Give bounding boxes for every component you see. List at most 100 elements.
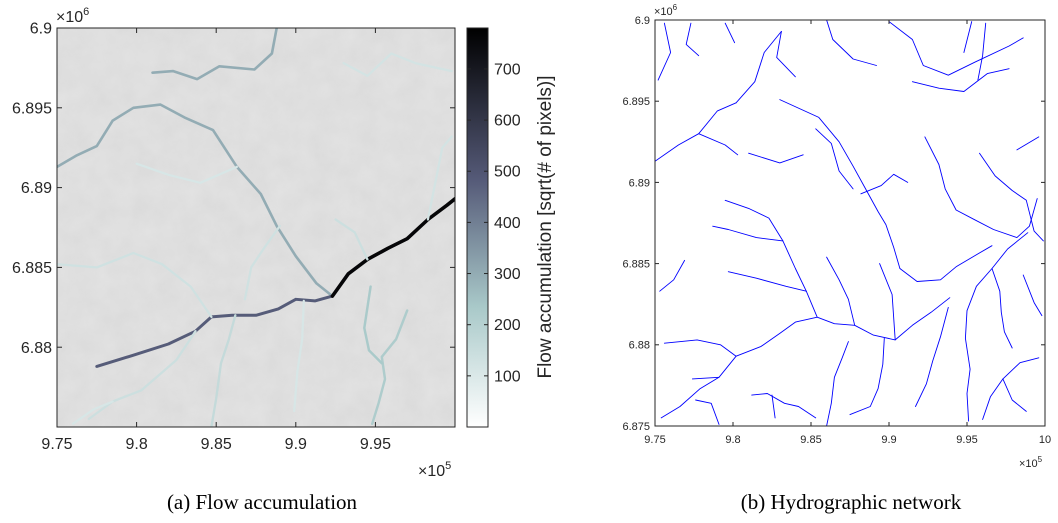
colorbar-tick-label: 200 bbox=[494, 317, 521, 334]
stream-line-a-10 bbox=[243, 224, 282, 301]
y-tick-label: 6.89 bbox=[629, 177, 650, 189]
colorbar-tick-label: 100 bbox=[494, 368, 521, 385]
plot-area-b bbox=[655, 20, 1045, 426]
stream-line-b-20 bbox=[712, 225, 951, 341]
stream-line-a-15 bbox=[135, 162, 239, 184]
stream-line-a-0 bbox=[57, 103, 334, 298]
stream-line-b-31 bbox=[826, 341, 849, 426]
stream-line-a-1 bbox=[95, 294, 334, 368]
hydrographic-lines bbox=[655, 20, 1044, 426]
stream-line-b-28 bbox=[695, 399, 720, 425]
stream-line-b-21 bbox=[724, 199, 784, 242]
stream-line-b-17 bbox=[1016, 136, 1040, 151]
x-tick-label: 9.95 bbox=[956, 434, 977, 446]
stream-line-b-8 bbox=[779, 99, 901, 269]
stream-line-b-9 bbox=[815, 128, 854, 190]
stream-line-b-16 bbox=[979, 152, 1044, 242]
x-tick-label: 9.8 bbox=[125, 436, 147, 453]
colorbar-tick-labels: 100 200 300 400 500 600 700 bbox=[494, 61, 521, 385]
flow-streams bbox=[57, 28, 455, 427]
colorbar-tick-label: 700 bbox=[494, 61, 521, 78]
stream-line-a-6 bbox=[210, 314, 237, 427]
x-tick-label: 9.75 bbox=[644, 434, 665, 446]
y-tick-label: 6.9 bbox=[30, 21, 52, 38]
y-tick-label: 6.885 bbox=[622, 258, 650, 270]
stream-line-b-27 bbox=[691, 376, 720, 380]
stream-line-b-36 bbox=[1002, 378, 1027, 412]
x-tick-label: 9.8 bbox=[725, 434, 740, 446]
stream-line-b-6 bbox=[724, 22, 736, 44]
x-tick-label: 9.9 bbox=[285, 436, 307, 453]
stream-line-b-23 bbox=[826, 256, 856, 326]
hillshade-texture bbox=[57, 28, 455, 427]
x-tick-labels-b: 9.75 9.8 9.85 9.9 9.95 10 bbox=[644, 434, 1051, 446]
stream-line-a-3 bbox=[151, 28, 279, 81]
y-exponent-b: ×106 bbox=[654, 3, 678, 18]
y-tick-labels-b: 6.875 6.88 6.885 6.89 6.895 6.9 bbox=[622, 15, 650, 433]
y-tick-label: 6.875 bbox=[622, 421, 650, 433]
colorbar bbox=[466, 27, 489, 428]
x-exponent-b: ×105 bbox=[1019, 455, 1043, 470]
stream-line-b-14 bbox=[977, 22, 987, 81]
axis-ticks-b bbox=[654, 19, 1046, 427]
x-tick-label: 10 bbox=[1039, 434, 1051, 446]
y-tick-label: 6.895 bbox=[622, 96, 650, 108]
stream-line-b-37 bbox=[991, 268, 1013, 349]
stream-line-a-4 bbox=[370, 309, 409, 426]
stream-line-a-5 bbox=[363, 285, 384, 365]
stream-line-b-3 bbox=[776, 30, 796, 78]
y-tick-label: 6.885 bbox=[12, 260, 52, 277]
stream-line-b-38 bbox=[1022, 274, 1043, 317]
stream-line-b-15 bbox=[924, 136, 1038, 239]
y-exponent-a: ×106 bbox=[56, 6, 89, 26]
stream-line-b-13 bbox=[963, 21, 973, 53]
colorbar-tick-label: 500 bbox=[494, 164, 521, 181]
stream-line-a-8 bbox=[57, 251, 213, 319]
x-tick-label: 9.85 bbox=[800, 434, 821, 446]
x-tick-labels-a: 9.75 9.8 9.85 9.9 9.95 bbox=[41, 436, 391, 453]
stream-line-b-19 bbox=[659, 259, 686, 292]
stream-line-b-18 bbox=[860, 173, 909, 195]
stream-line-b-34 bbox=[964, 232, 1029, 422]
stream-line-b-30 bbox=[771, 394, 776, 419]
x-tick-label: 9.9 bbox=[881, 434, 896, 446]
stream-line-a-12 bbox=[334, 218, 369, 261]
x-exponent-a: ×105 bbox=[418, 460, 451, 480]
stream-line-b-22 bbox=[727, 271, 807, 292]
stream-line-a-2 bbox=[330, 197, 455, 298]
caption-a: (a) Flow accumulation bbox=[167, 490, 358, 514]
y-tick-label: 6.895 bbox=[12, 100, 52, 117]
colorbar-tick-label: 400 bbox=[494, 215, 521, 232]
y-tick-labels-a: 6.88 6.885 6.89 6.895 6.9 bbox=[12, 21, 52, 357]
x-tick-label: 9.75 bbox=[41, 436, 72, 453]
stream-line-b-2 bbox=[735, 30, 782, 104]
stream-line-b-26 bbox=[660, 355, 737, 419]
x-tick-label: 9.95 bbox=[360, 436, 391, 453]
stream-line-b-12 bbox=[911, 68, 1010, 92]
stream-line-b-4 bbox=[685, 22, 700, 57]
stream-line-b-29 bbox=[751, 393, 817, 419]
stream-line-a-13 bbox=[426, 135, 453, 221]
panel-b: 9.75 9.8 9.85 9.9 9.95 10 6.875 6.88 6.885 6.89 6… bbox=[622, 3, 1051, 514]
stream-line-b-33 bbox=[915, 306, 949, 407]
y-tick-label: 6.88 bbox=[21, 340, 52, 357]
stream-line-b-7 bbox=[826, 20, 877, 66]
stream-line-b-32 bbox=[849, 337, 885, 416]
colorbar-ticks bbox=[467, 68, 488, 377]
caption-b: (b) Hydrographic network bbox=[741, 490, 962, 514]
axes-frame-b bbox=[654, 19, 1046, 427]
stream-line-a-14 bbox=[293, 299, 305, 413]
panel-a: 9.75 9.8 9.85 9.9 9.95 6.88 6.885 6.89 6.895 6.9… bbox=[12, 6, 556, 514]
axes-frame-a bbox=[56, 27, 456, 428]
colorbar-tick-label: 600 bbox=[494, 113, 521, 130]
stream-line-a-7 bbox=[87, 330, 197, 421]
axis-ticks-a bbox=[56, 27, 455, 427]
x-tick-label: 9.85 bbox=[201, 436, 232, 453]
colorbar-label: Flow accumulation [sqrt(# of pixels)] bbox=[535, 75, 556, 378]
y-tick-label: 6.88 bbox=[629, 340, 650, 352]
stream-line-b-24 bbox=[879, 263, 896, 341]
colorbar-tick-label: 300 bbox=[494, 266, 521, 283]
stream-line-b-25 bbox=[663, 316, 818, 357]
stream-line-a-11 bbox=[342, 52, 453, 78]
